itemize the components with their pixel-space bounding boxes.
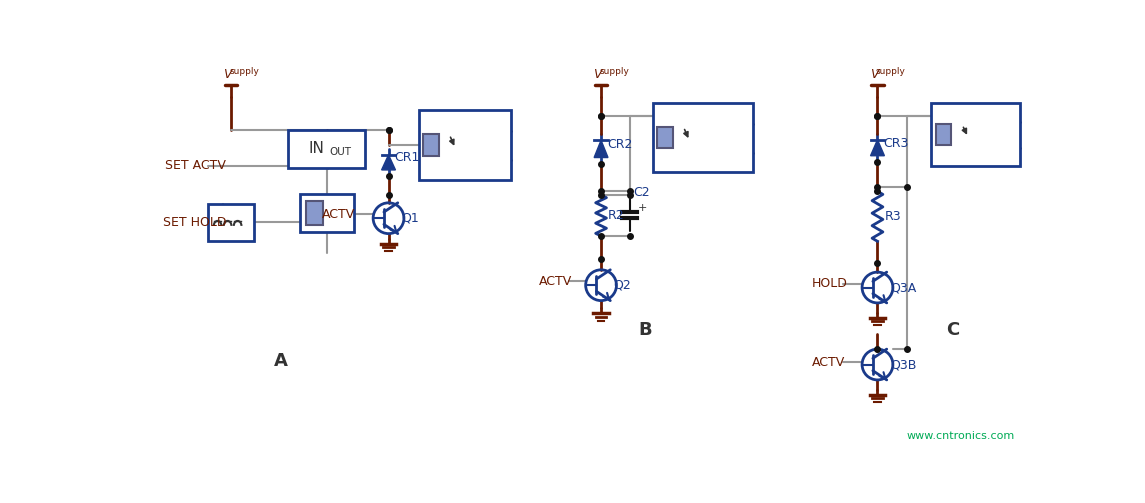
Text: V: V [870, 68, 878, 80]
Text: V: V [223, 68, 231, 80]
Bar [657, 127, 672, 148]
Text: ACTV: ACTV [538, 275, 572, 288]
Text: R2: R2 [608, 209, 625, 222]
Bar [207, 204, 254, 241]
Text: +: + [638, 203, 647, 213]
Text: R3: R3 [885, 210, 902, 223]
Text: supply: supply [229, 67, 259, 76]
Text: supply: supply [600, 67, 630, 76]
Text: Q3A: Q3A [890, 281, 916, 294]
Bar [289, 130, 365, 168]
Bar [300, 194, 354, 232]
Bar [653, 103, 752, 172]
Text: CR1: CR1 [395, 151, 420, 164]
Text: Q3B: Q3B [890, 358, 916, 371]
Text: HOLD: HOLD [812, 277, 848, 290]
Text: OUT: OUT [330, 147, 352, 157]
Text: C: C [946, 321, 960, 339]
Polygon shape [594, 140, 608, 157]
Text: www.cntronics.com: www.cntronics.com [907, 431, 1014, 441]
Text: CR3: CR3 [884, 137, 909, 149]
Bar [935, 124, 951, 145]
Polygon shape [870, 140, 884, 156]
Text: SET ACTV: SET ACTV [165, 159, 226, 173]
Polygon shape [381, 155, 395, 170]
Bar [419, 111, 511, 180]
Bar [424, 134, 439, 156]
Text: IN: IN [309, 141, 325, 156]
Text: ACTV: ACTV [322, 208, 355, 221]
Bar [931, 103, 1020, 166]
Text: A: A [274, 352, 287, 370]
Bar [306, 201, 323, 225]
Text: supply: supply [876, 67, 906, 76]
Text: C2: C2 [633, 186, 650, 199]
Text: SET HOLD: SET HOLD [163, 216, 227, 228]
Text: Q1: Q1 [401, 212, 419, 225]
Text: V: V [593, 68, 602, 80]
Text: ACTV: ACTV [812, 356, 845, 369]
Text: Q2: Q2 [614, 279, 631, 292]
Text: CR2: CR2 [607, 138, 632, 151]
Text: B: B [638, 321, 652, 339]
